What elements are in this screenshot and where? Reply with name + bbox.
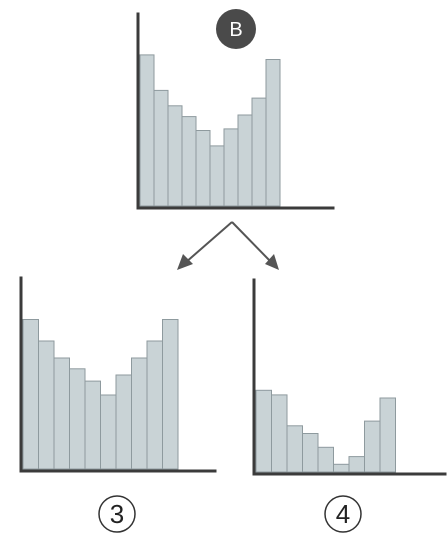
right-histogram-bar xyxy=(333,463,350,473)
arrow-left-shaft xyxy=(184,221,233,264)
arrow-right-head xyxy=(265,254,279,270)
right-histogram xyxy=(255,389,396,473)
top-histogram-bar xyxy=(265,59,281,207)
left-histogram xyxy=(22,319,179,470)
top-histogram-axes xyxy=(136,12,335,210)
left-histogram-bar xyxy=(53,357,70,470)
left-histogram-bar xyxy=(100,394,117,470)
right-histogram-bar xyxy=(255,389,272,473)
right-histogram-bar xyxy=(364,420,381,473)
right-histogram-bar xyxy=(286,425,303,473)
top-histogram-bar xyxy=(223,128,239,207)
top-histogram-bar xyxy=(167,105,183,207)
label-three-ring xyxy=(98,495,136,533)
top-histogram-bar xyxy=(237,114,253,207)
top-histogram-bar xyxy=(139,54,155,207)
left-histogram-bar xyxy=(84,380,101,470)
left-histogram-bar xyxy=(131,357,148,470)
top-histogram xyxy=(139,54,281,207)
right-histogram-bar xyxy=(302,433,319,473)
left-histogram-bar xyxy=(69,368,86,470)
badge-circle xyxy=(216,9,256,49)
top-histogram-bar xyxy=(251,97,267,207)
label-four-text: 4 xyxy=(336,499,350,529)
left-histogram-axes xyxy=(19,276,217,473)
left-histogram-bar xyxy=(115,374,132,470)
top-histogram-bar xyxy=(209,145,225,207)
label-four-ring xyxy=(324,495,362,533)
left-histogram-bar xyxy=(22,319,39,470)
right-histogram-bar xyxy=(379,397,396,473)
left-histogram-bar xyxy=(162,319,179,470)
label-three: 3 xyxy=(98,495,136,533)
split-arrows xyxy=(177,221,279,270)
top-histogram-bar xyxy=(195,130,211,207)
badge-b: B xyxy=(216,9,256,49)
top-histogram-bar xyxy=(153,89,169,207)
top-histogram-bar xyxy=(181,116,197,207)
right-histogram-bar xyxy=(317,446,334,473)
badge-label: B xyxy=(229,19,242,41)
arrow-right-shaft xyxy=(231,221,273,264)
left-histogram-bar xyxy=(146,340,163,470)
right-histogram-bar xyxy=(348,456,365,473)
label-four: 4 xyxy=(324,495,362,533)
label-three-text: 3 xyxy=(110,499,124,529)
left-histogram-bar xyxy=(38,340,55,470)
arrow-left-head xyxy=(177,254,193,270)
right-histogram-bar xyxy=(271,394,288,473)
right-histogram-axes xyxy=(252,278,447,476)
